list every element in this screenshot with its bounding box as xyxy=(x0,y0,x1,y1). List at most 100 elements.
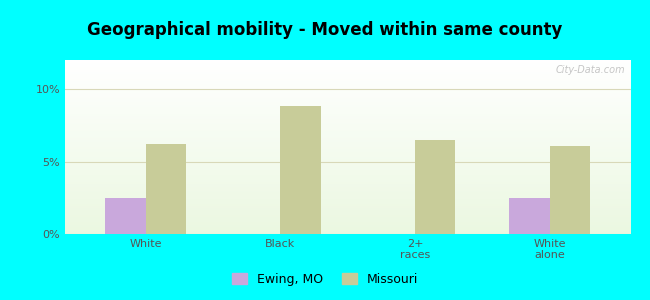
Bar xyxy=(65,77,630,79)
Bar xyxy=(65,194,630,196)
Bar xyxy=(65,95,630,97)
Bar xyxy=(65,103,630,105)
Bar xyxy=(65,149,630,151)
Bar xyxy=(65,215,630,217)
Bar xyxy=(65,105,630,107)
Bar xyxy=(65,190,630,192)
Bar xyxy=(65,158,630,159)
Bar xyxy=(65,145,630,147)
Bar xyxy=(65,222,630,224)
Bar xyxy=(65,217,630,218)
Bar xyxy=(146,144,186,234)
Bar xyxy=(65,229,630,230)
Bar xyxy=(65,212,630,213)
Bar xyxy=(65,100,630,102)
Bar xyxy=(65,69,630,70)
Bar xyxy=(65,159,630,161)
Bar xyxy=(65,175,630,177)
Bar xyxy=(65,220,630,222)
Bar xyxy=(65,119,630,121)
Bar xyxy=(65,135,630,137)
Bar xyxy=(65,130,630,131)
Bar xyxy=(65,182,630,184)
Bar xyxy=(65,117,630,119)
Bar xyxy=(65,201,630,203)
Bar xyxy=(65,156,630,158)
Bar xyxy=(65,60,630,62)
Bar xyxy=(65,168,630,170)
Bar xyxy=(65,213,630,215)
Bar xyxy=(65,140,630,142)
Bar xyxy=(65,171,630,173)
Bar xyxy=(65,114,630,116)
Bar xyxy=(65,169,630,171)
Bar xyxy=(65,121,630,123)
Bar xyxy=(65,62,630,64)
Bar xyxy=(65,187,630,189)
Bar xyxy=(65,227,630,229)
Bar xyxy=(65,185,630,187)
Bar xyxy=(65,65,630,67)
Bar xyxy=(65,204,630,206)
Bar xyxy=(65,192,630,194)
Bar xyxy=(65,133,630,135)
Bar xyxy=(65,97,630,98)
Bar xyxy=(65,136,630,138)
Bar xyxy=(65,86,630,88)
Bar xyxy=(65,116,630,117)
Bar xyxy=(65,131,630,133)
Bar xyxy=(65,184,630,185)
Bar xyxy=(65,82,630,84)
Bar xyxy=(65,91,630,93)
Bar xyxy=(65,210,630,212)
Bar xyxy=(65,93,630,95)
Bar xyxy=(65,166,630,168)
Bar xyxy=(65,98,630,100)
Bar xyxy=(65,163,630,164)
Bar xyxy=(65,112,630,114)
Bar xyxy=(65,177,630,178)
Bar xyxy=(65,88,630,90)
Bar xyxy=(65,199,630,201)
Bar xyxy=(65,81,630,82)
Bar xyxy=(65,64,630,65)
Bar xyxy=(65,230,630,232)
Bar xyxy=(105,198,146,234)
Bar xyxy=(65,218,630,220)
Bar xyxy=(65,107,630,109)
Bar xyxy=(65,138,630,140)
Bar xyxy=(65,110,630,112)
Bar xyxy=(65,142,630,143)
Bar xyxy=(65,178,630,180)
Bar xyxy=(65,126,630,128)
Bar xyxy=(510,198,550,234)
Bar xyxy=(65,154,630,156)
Bar xyxy=(415,140,456,234)
Bar xyxy=(65,102,630,103)
Bar xyxy=(65,203,630,204)
Text: Geographical mobility - Moved within same county: Geographical mobility - Moved within sam… xyxy=(87,21,563,39)
Bar xyxy=(65,197,630,199)
Bar xyxy=(65,225,630,227)
Bar xyxy=(65,123,630,124)
Bar xyxy=(65,84,630,86)
Bar xyxy=(65,180,630,182)
Bar xyxy=(65,196,630,197)
Bar xyxy=(65,124,630,126)
Bar xyxy=(65,189,630,190)
Bar xyxy=(65,206,630,208)
Bar xyxy=(65,90,630,91)
Bar xyxy=(65,79,630,81)
Bar xyxy=(65,151,630,152)
Text: City-Data.com: City-Data.com xyxy=(555,65,625,75)
Bar xyxy=(65,109,630,110)
Bar xyxy=(65,76,630,77)
Bar xyxy=(65,143,630,145)
Bar xyxy=(65,164,630,166)
Bar xyxy=(65,161,630,163)
Bar xyxy=(550,146,590,234)
Bar xyxy=(65,224,630,225)
Bar xyxy=(65,128,630,130)
Bar xyxy=(65,74,630,76)
Bar xyxy=(65,152,630,154)
